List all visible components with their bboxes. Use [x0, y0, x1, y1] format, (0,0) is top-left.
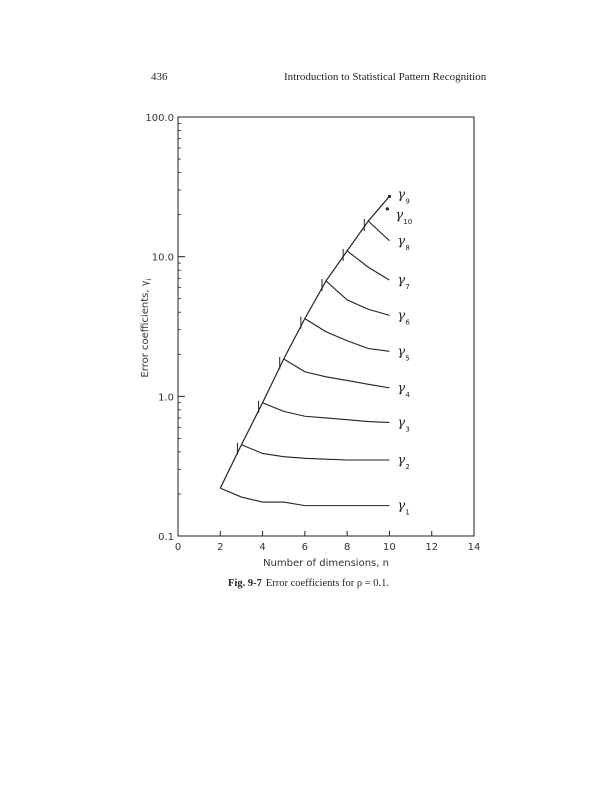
series-label-subscript-5: 5	[405, 354, 409, 362]
series-label-gamma-9: γ	[397, 187, 405, 202]
figure-label: Fig. 9-7	[228, 578, 262, 589]
series-point-gamma-10	[385, 207, 389, 211]
y-minor-ticks	[178, 122, 181, 495]
plot-frame	[177, 116, 475, 537]
y-axis-ticks: 0.1 1.0 10.0 100.0	[145, 113, 185, 543]
x-tick-label: 6	[302, 542, 308, 553]
y-tick-label: 10.0	[152, 253, 174, 264]
series-line-gamma-5	[304, 318, 390, 352]
series-label-subscript-6: 6	[405, 318, 410, 326]
caption-text: Error coefficients for ρ = 0.1.	[265, 578, 390, 589]
series-label-gamma-3: γ	[397, 415, 405, 430]
y-axis-label-subscript: i	[145, 278, 153, 280]
series-label-subscript-3: 3	[405, 425, 409, 433]
series-label-gamma-7: γ	[397, 273, 405, 288]
series-label-gamma-10: γ	[395, 208, 403, 223]
y-axis-label-text: Error coefficients, γ	[140, 280, 151, 377]
series-lines	[219, 194, 392, 507]
y-tick-label: 100.0	[145, 113, 174, 124]
x-axis-label: Number of dimensions, n	[263, 558, 389, 569]
x-tick-label: 0	[175, 542, 181, 553]
series-label-subscript-8: 8	[405, 244, 409, 252]
series-point-gamma-9	[387, 194, 392, 199]
x-tick-label: 14	[468, 542, 481, 553]
series-line-gamma-1	[220, 487, 390, 507]
series-line-gamma-6	[325, 280, 390, 316]
running-title: Introduction to Statistical Pattern Reco…	[284, 71, 487, 83]
x-tick-label: 2	[217, 542, 223, 553]
series-label-subscript-7: 7	[405, 283, 409, 291]
series-label-subscript-10: 10	[403, 218, 412, 226]
series-label-gamma-8: γ	[397, 234, 405, 249]
y-tick-label: 0.1	[158, 532, 174, 543]
x-tick-label: 4	[259, 542, 265, 553]
x-axis-ticks: 0 2 4 6 8 10 12 14	[175, 531, 481, 553]
figure-caption: Fig. 9-7 Error coefficients for ρ = 0.1.	[228, 578, 389, 589]
series-line-gamma-2	[241, 444, 390, 461]
series-line-gamma-8	[367, 220, 390, 242]
series-label-gamma-6: γ	[397, 308, 405, 323]
series-label-gamma-5: γ	[397, 344, 405, 359]
page-number: 436	[151, 71, 168, 83]
y-tick-label: 1.0	[158, 392, 174, 403]
series-label-subscript-1: 1	[405, 509, 409, 517]
series-line-gamma-7	[346, 250, 390, 281]
x-tick-label: 12	[425, 542, 438, 553]
series-label-gamma-1: γ	[397, 499, 405, 514]
series-label-subscript-9: 9	[405, 197, 409, 205]
y-axis-label: Error coefficients, γi	[140, 278, 153, 377]
series-labels: γ 1γ 2γ 3γ 4γ 5γ 6γ 7γ 8γ 9γ 10	[395, 187, 412, 516]
series-label-subscript-4: 4	[405, 391, 410, 399]
x-tick-label: 8	[344, 542, 350, 553]
series-label-subscript-2: 2	[405, 463, 409, 471]
series-line-gamma-4	[283, 358, 390, 389]
envelope-line	[219, 196, 390, 489]
series-label-gamma-4: γ	[397, 381, 405, 396]
series-line-gamma-3	[262, 402, 390, 424]
series-label-gamma-2: γ	[397, 453, 405, 468]
x-tick-label: 10	[383, 542, 396, 553]
